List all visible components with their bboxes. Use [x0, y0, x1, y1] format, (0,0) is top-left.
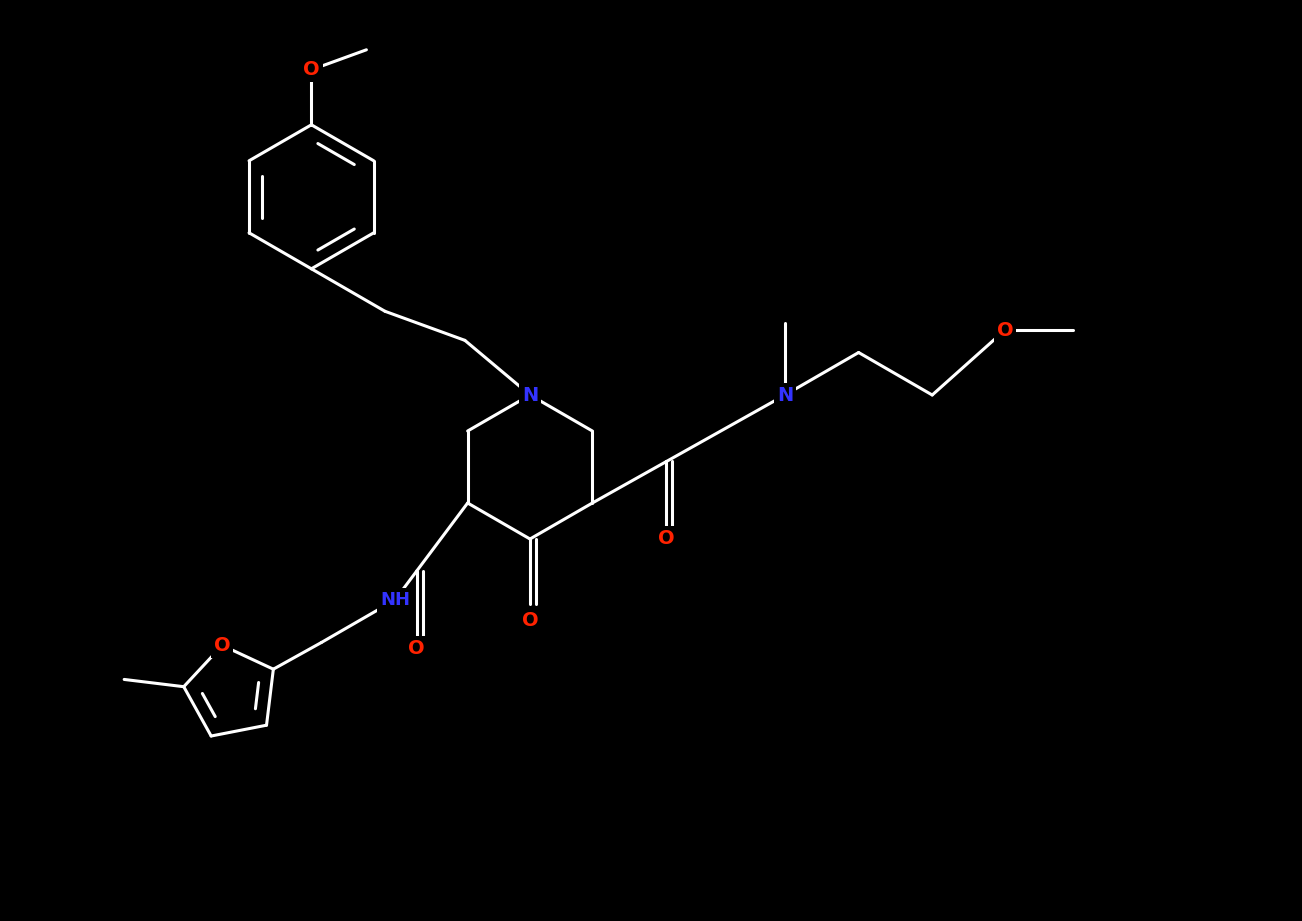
Text: O: O — [997, 321, 1013, 340]
Text: NH: NH — [380, 591, 410, 609]
Text: O: O — [214, 635, 230, 655]
Text: N: N — [522, 386, 538, 404]
Text: O: O — [409, 638, 424, 658]
Text: N: N — [777, 386, 793, 404]
Text: O: O — [303, 60, 320, 79]
Text: O: O — [522, 612, 538, 631]
Text: O: O — [659, 529, 674, 548]
